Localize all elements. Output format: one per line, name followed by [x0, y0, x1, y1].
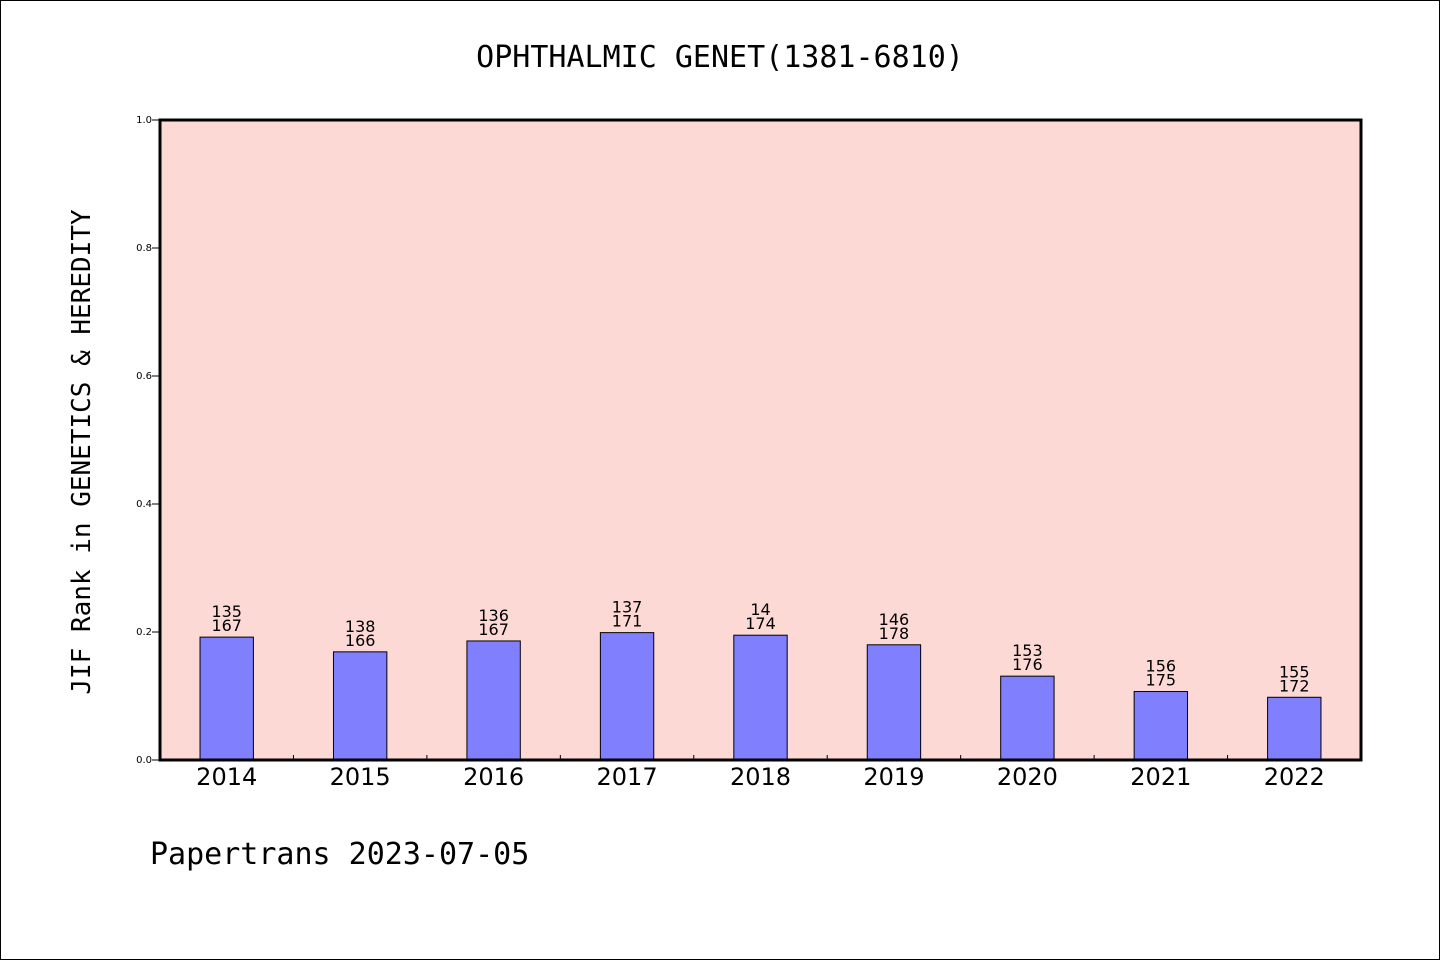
footer-text: Papertrans 2023-07-05: [150, 837, 529, 872]
y-tick-label: 0.4: [136, 499, 152, 510]
bar-rank-label: 156: [1146, 657, 1177, 676]
bar-total-label: 167: [478, 620, 509, 639]
bar-rank-label: 138: [345, 617, 376, 636]
y-axis: 0.0 0.2 0.4 0.6 0.8 1.0: [136, 115, 160, 766]
chart-title: OPHTHALMIC GENET(1381-6810): [476, 40, 964, 75]
bar-rank-label: 14: [750, 600, 770, 619]
bar-rank-label: 155: [1279, 662, 1310, 681]
x-tick-label: 2022: [1264, 763, 1325, 791]
y-tick-label: 0.8: [136, 243, 152, 254]
x-axis: 2014 2015 2016 2017 2018 2019 2020 2021 2022: [196, 755, 1325, 791]
bar-total-label: 171: [612, 612, 643, 631]
bar: [599, 632, 655, 761]
bar: [1000, 675, 1055, 761]
bar-rank-label: 153: [1012, 641, 1043, 660]
bar-total-label: 174: [745, 614, 776, 633]
x-tick-label: 2021: [1130, 763, 1191, 791]
bar-total-label: 176: [1012, 655, 1043, 674]
bar: [199, 636, 254, 761]
bar-total-label: 167: [211, 616, 242, 635]
bar-total-label: 178: [879, 624, 910, 643]
y-tick-label: 0.6: [136, 371, 152, 382]
bar: [733, 634, 788, 761]
bar-rank-label: 146: [879, 610, 910, 629]
bar-rank-label: 137: [612, 598, 643, 617]
plot-border: [158, 118, 1363, 762]
x-tick-label: 2020: [997, 763, 1058, 791]
bar: [466, 640, 521, 761]
y-axis-label: JIF Rank in GENETICS & HEREDITY: [67, 209, 97, 695]
x-tick-label: 2019: [863, 763, 924, 791]
y-tick-label: 0.0: [136, 755, 152, 766]
bar-total-label: 172: [1279, 676, 1310, 695]
bar-total-label: 175: [1146, 671, 1177, 690]
x-tick-label: 2016: [463, 763, 524, 791]
x-tick-label: 2015: [330, 763, 391, 791]
bar-total-label: 166: [345, 631, 376, 650]
bar: [1133, 691, 1189, 761]
bar-rank-label: 135: [211, 602, 242, 621]
x-tick-label: 2018: [730, 763, 791, 791]
y-tick-label: 0.2: [136, 627, 152, 638]
bar: [332, 651, 388, 761]
x-tick-label: 2017: [597, 763, 658, 791]
bar: [866, 644, 922, 761]
bar: [1267, 696, 1322, 761]
x-tick-label: 2014: [196, 763, 257, 791]
bar-rank-label: 136: [478, 606, 509, 625]
y-tick-label: 1.0: [136, 115, 152, 126]
